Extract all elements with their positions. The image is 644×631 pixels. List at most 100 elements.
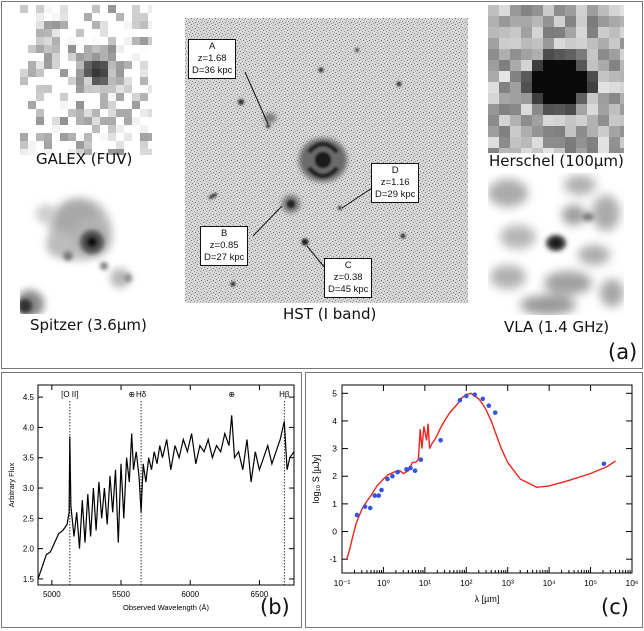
galex-pixel [132,117,140,125]
galex-pixel [52,109,60,117]
spectrum-annotation: Hδ [136,390,147,399]
galex-pixel [132,101,140,109]
galex-pixel [28,133,36,141]
galex-pixel [124,93,132,101]
galex-pixel [20,125,28,133]
galex-pixel [108,125,116,133]
spectrum-x-tick-label: 6500 [251,590,269,599]
herschel-pixel [521,137,532,148]
galex-pixel [36,61,44,69]
galex-pixel [92,85,100,93]
galex-pixel [124,141,132,149]
galex-pixel [68,61,76,69]
sed-data-point [492,410,498,415]
sed-chart: 10⁻¹ 10⁰ 10¹ 10² 10³ 10⁴ 10⁵ 10⁶ -1 0 1 2 3 4 5 λ [µm] l… [311,384,638,604]
galex-pixel [140,109,148,117]
galex-pixel [108,53,116,61]
galex-pixel [52,125,60,133]
panel-a: GALEX (FUV) [1,1,643,369]
galex-pixel [108,117,116,125]
galex-pixel [148,69,152,77]
galex-pixel [148,21,152,29]
galex-pixel [116,29,124,37]
galex-pixel [140,69,148,77]
herschel-pixel [521,126,532,137]
herschel-pixel [620,148,624,153]
galex-pixel [116,69,124,77]
sed-y-tick-label: 4 [332,416,337,426]
herschel-pixel [543,137,554,148]
sed-data-point [385,476,390,482]
herschel-pixel [532,71,543,82]
galex-pixel [92,5,100,13]
spitzer-blur-map [20,174,150,314]
galex-pixel [100,53,108,61]
galex-pixel [100,21,108,29]
galex-pixel [36,29,44,37]
galex-pixel [148,29,152,37]
sed-x-tick-label: 10² [460,578,472,588]
herschel-pixel [576,93,587,104]
galex-pixel [20,141,28,149]
galex-pixel [28,45,36,53]
galex-pixel [108,77,116,85]
galex-pixel [76,117,84,125]
herschel-pixel [598,82,609,93]
galex-pixel [108,109,116,117]
herschel-pixel [620,126,624,137]
spectrum-y-tick-label: 2.5 [23,514,35,523]
herschel-pixel [532,104,543,115]
galex-pixel [148,149,152,155]
galex-pixel [68,85,76,93]
herschel-pixel [521,93,532,104]
herschel-pixel [554,16,565,27]
herschel-pixel [609,49,620,60]
sed-data-point [412,468,418,474]
galex-pixel [20,93,28,101]
galex-pixel [140,93,148,101]
herschel-pixel [510,137,521,148]
herschel-pixel [521,60,532,71]
herschel-pixel [609,115,620,126]
herschel-pixel [565,137,576,148]
galex-pixel [140,53,148,61]
herschel-pixel [488,16,499,27]
galex-pixel [140,37,148,45]
galex-pixel [140,45,148,53]
herschel-pixel [576,115,587,126]
herschel-pixel [499,82,510,93]
galex-pixel [20,109,28,117]
galex-pixel [36,69,44,77]
spectrum-annotation: Hβ [279,390,290,399]
herschel-pixel [620,60,624,71]
herschel-pixel [532,126,543,137]
herschel-pixel [609,16,620,27]
label-d-d: D=29 kpc [375,189,416,200]
galex-pixel [84,101,92,109]
galex-pixel [52,61,60,69]
galex-pixel [52,101,60,109]
galex-pixel [148,5,152,13]
herschel-pixel [510,148,521,153]
galex-pixel [140,141,148,149]
herschel-pixel [598,126,609,137]
spectrum-line [37,415,295,580]
galex-pixel [124,133,132,141]
galex-pixel [44,93,52,101]
herschel-pixel [587,60,598,71]
galex-pixel [36,85,44,93]
herschel-pixel [532,93,543,104]
herschel-pixel [543,60,554,71]
galex-pixel [36,37,44,45]
galex-pixel [52,21,60,29]
herschel-pixel [532,27,543,38]
galex-pixel [60,5,68,13]
label-d: D z=1.16 D=29 kpc [371,163,420,203]
galex-pixel [148,141,152,149]
galex-pixel [84,149,92,155]
herschel-pixel [587,126,598,137]
herschel-pixel [510,49,521,60]
galex-pixel [108,13,116,21]
herschel-pixel [488,82,499,93]
sed-y-tick-label: -1 [329,554,337,564]
